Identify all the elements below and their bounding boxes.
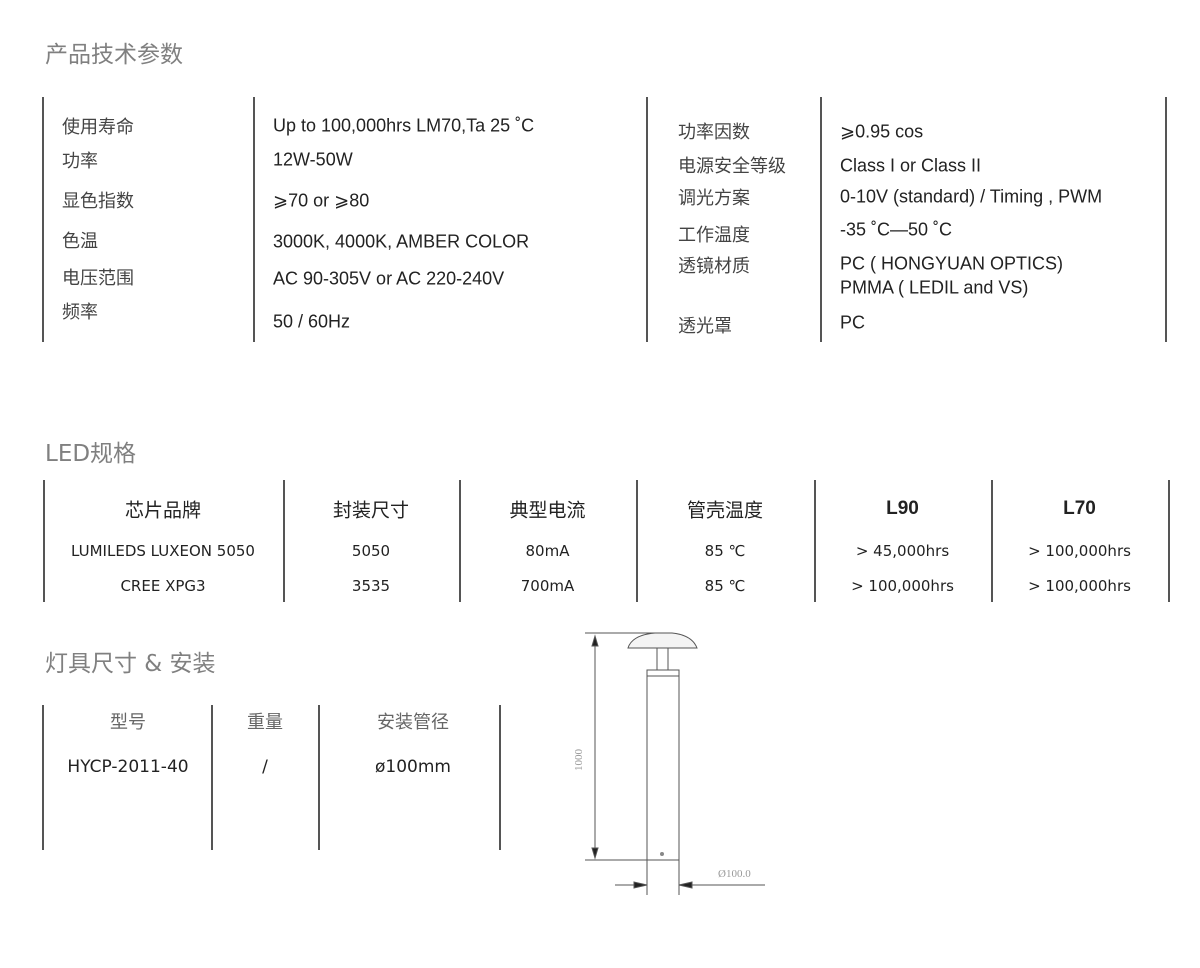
spec-value: AC 90-305V or AC 220-240V (273, 268, 505, 289)
column-header: 管壳温度 (686, 499, 764, 522)
table-cell: 85 ℃ (704, 577, 746, 595)
divider (1168, 480, 1170, 602)
divider (636, 480, 638, 602)
section-title-specs: 产品技术参数 (45, 42, 183, 68)
table-cell: > 100,000hrs (851, 577, 954, 595)
divider (43, 480, 45, 602)
divider (42, 97, 44, 342)
spec-value: PC ( HONGYUAN OPTICS) (840, 253, 1064, 274)
spec-value: 0-10V (standard) / Timing , PWM (840, 186, 1103, 207)
spec-label: 频率 (62, 302, 98, 323)
spec-label: 工作温度 (678, 225, 750, 246)
divider (318, 705, 320, 850)
spec-value: PC (840, 312, 866, 333)
divider (459, 480, 461, 602)
product-drawing: 1000 Ø100.0 (573, 632, 765, 895)
diameter-label: Ø100.0 (718, 868, 751, 880)
table-cell: 5050 (351, 542, 391, 560)
divider (820, 97, 822, 342)
divider (1165, 97, 1167, 342)
column-header: 安装管径 (377, 712, 449, 733)
divider (991, 480, 993, 602)
column-header: 重量 (247, 712, 283, 733)
spec-value: ⩾0.95 cos (840, 121, 924, 142)
table-cell: / (262, 757, 268, 777)
screw (660, 852, 664, 856)
table-cell: 3535 (351, 577, 391, 595)
spec-value: 3000K, 4000K, AMBER COLOR (273, 231, 530, 252)
spec-label: 功率 (62, 151, 98, 172)
spec-label: 电源安全等级 (678, 156, 786, 177)
spec-value: 50 / 60Hz (273, 311, 351, 332)
table-cell: CREE XPG3 (120, 577, 206, 595)
table-cell: > 45,000hrs (855, 542, 950, 560)
table-cell: 700mA (520, 577, 575, 595)
table-cell: > 100,000hrs (1028, 577, 1131, 595)
spec-label: 功率因数 (678, 122, 750, 143)
column-header: 芯片品牌 (124, 499, 202, 522)
section-title-install: 灯具尺寸 & 安装 (45, 651, 216, 677)
spec-value: Class I or Class II (840, 155, 982, 176)
table-cell: LUMILEDS LUXEON 5050 (71, 542, 255, 560)
divider (253, 97, 255, 342)
spec-label: 使用寿命 (62, 117, 134, 138)
spec-label: 透光罩 (678, 316, 732, 337)
section-title-led: LED规格 (45, 441, 137, 467)
divider (42, 705, 44, 850)
height-label: 1000 (573, 749, 585, 772)
spec-label: 电压范围 (62, 268, 134, 289)
table-cell: HYCP-2011-40 (67, 757, 189, 777)
spec-value: Up to 100,000hrs LM70,Ta 25 ˚C (273, 115, 535, 136)
column-header: L70 (1063, 498, 1096, 519)
spec-value: 12W-50W (273, 149, 353, 170)
spec-label: 调光方案 (678, 188, 750, 209)
table-cell: ø100mm (375, 757, 451, 777)
divider (814, 480, 816, 602)
divider (646, 97, 648, 342)
column-header: L90 (886, 498, 919, 519)
table-cell: 85 ℃ (704, 542, 746, 560)
spec-label: 显色指数 (62, 191, 134, 212)
spec-value: PMMA ( LEDIL and VS) (840, 277, 1029, 298)
spec-label: 透镜材质 (678, 256, 750, 277)
divider (499, 705, 501, 850)
spec-value: -35 ˚C—50 ˚C (840, 219, 953, 240)
column-header: 典型电流 (509, 499, 586, 522)
divider (211, 705, 213, 850)
spec-value: ⩾70 or ⩾80 (273, 190, 370, 211)
table-cell: > 100,000hrs (1028, 542, 1131, 560)
divider (283, 480, 285, 602)
column-header: 封装尺寸 (332, 499, 410, 522)
table-cell: 80mA (525, 542, 570, 560)
column-header: 型号 (110, 712, 146, 733)
spec-label: 色温 (62, 231, 98, 252)
